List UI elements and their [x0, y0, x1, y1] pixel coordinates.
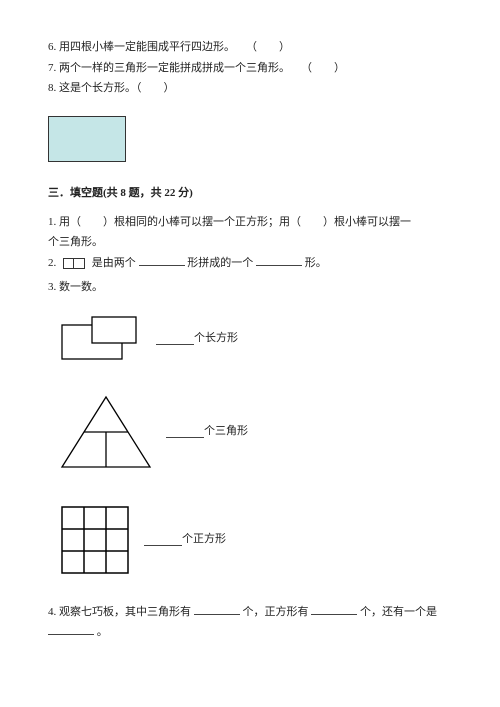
grid3x3-figure: [56, 501, 134, 579]
section-fill-title: 三．填空题(共 8 题，共 22 分): [48, 184, 456, 203]
blank-tangram-tri[interactable]: [194, 603, 240, 615]
figure-row-rectangles: 个长方形: [56, 315, 456, 363]
blank-count-tri[interactable]: [166, 426, 204, 438]
overlapping-rectangles-figure: [56, 315, 146, 363]
blank-shape1[interactable]: [139, 254, 185, 266]
label-rect: 个长方形: [194, 329, 238, 348]
b-q4-a: 4. 观察七巧板，其中三角形有: [48, 606, 191, 618]
b-q1-line2: 个三角形。: [48, 233, 456, 252]
label-sq: 个正方形: [182, 530, 226, 549]
blank-tangram-sq[interactable]: [311, 603, 357, 615]
b-q2-mid1: 是由两个: [92, 257, 136, 269]
b-q4-b: 个，正方形有: [243, 606, 309, 618]
q8-text: 8. 这是个长方形。（ ）: [48, 82, 175, 94]
q6-paren: （ ）: [230, 41, 291, 53]
b-q3: 3. 数一数。: [48, 278, 456, 297]
b-q2-prefix: 2.: [48, 257, 59, 269]
b-q2-mid2: 形拼成的一个: [187, 257, 253, 269]
q7-paren: （ ）: [285, 62, 346, 74]
b-q2-tail: 形。: [305, 257, 327, 269]
b-q4: 4. 观察七巧板，其中三角形有 个，正方形有 个，还有一个是: [48, 603, 456, 622]
two-squares-icon: [63, 257, 85, 276]
label-tri: 个三角形: [204, 422, 248, 441]
subdivided-triangle-figure: [56, 393, 156, 471]
b-q4-line2: 。: [48, 623, 456, 642]
blank-shape2[interactable]: [256, 254, 302, 266]
b-q4-c: 个，还有一个是: [360, 606, 437, 618]
figure-row-triangles: 个三角形: [56, 393, 456, 471]
blank-tangram-other[interactable]: [48, 623, 94, 635]
blank-count-rect[interactable]: [156, 333, 194, 345]
figure-row-squares: 个正方形: [56, 501, 456, 579]
blank-count-sq[interactable]: [144, 534, 182, 546]
b-q2: 2. 是由两个 形拼成的一个 形。: [48, 254, 456, 276]
b-q4-d: 。: [97, 626, 108, 638]
cyan-rectangle-figure: [48, 116, 126, 162]
q7-text: 7. 两个一样的三角形一定能拼成拼成一个三角形。: [48, 62, 285, 74]
q6-text: 6. 用四根小棒一定能围成平行四边形。: [48, 41, 230, 53]
b-q1-line1: 1. 用（ ）根相同的小棒可以摆一个正方形；用（ ）根小棒可以摆一: [48, 213, 456, 232]
